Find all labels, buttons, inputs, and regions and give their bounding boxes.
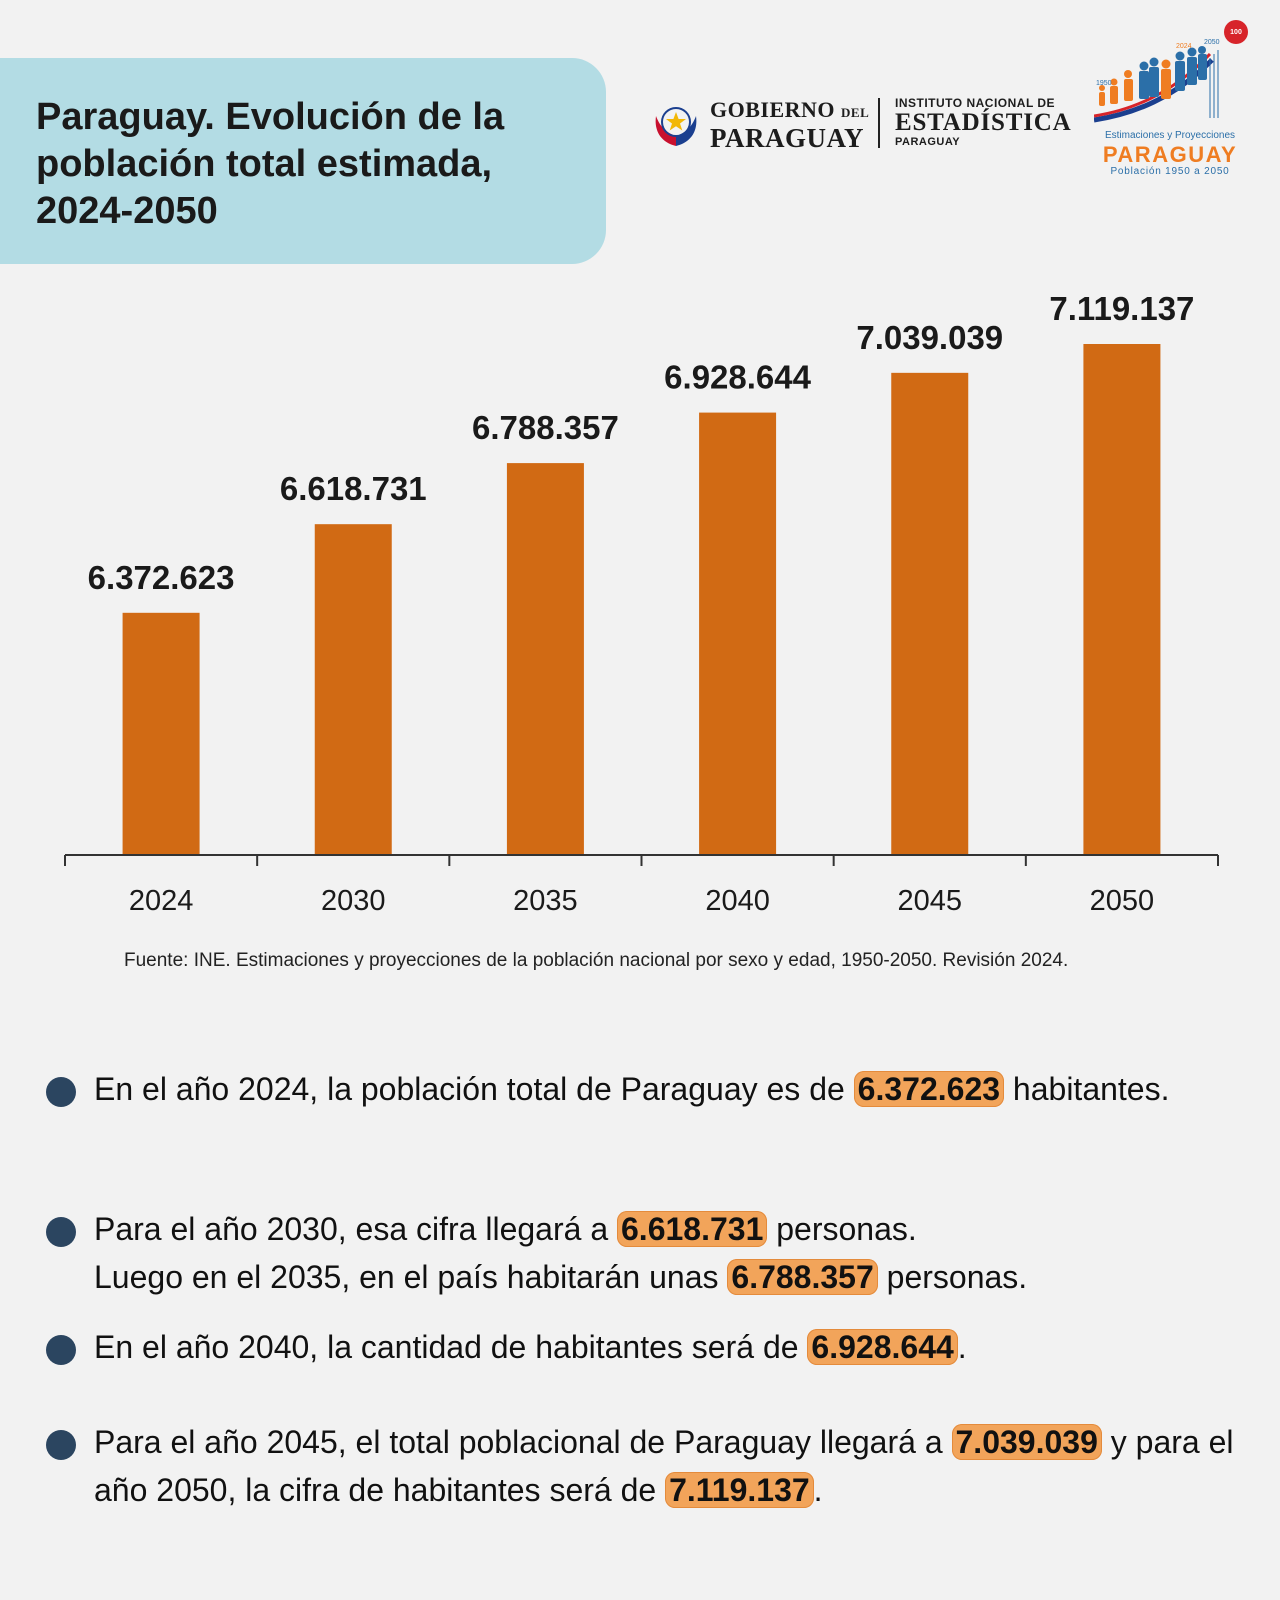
highlight-value: 6.618.731	[617, 1211, 768, 1247]
x-tick-label-2040: 2040	[705, 885, 770, 917]
data-label-2045: 7.039.039	[856, 319, 1003, 356]
bullet-text-post: personas.	[877, 1259, 1028, 1295]
government-wordmark: GOBIERNO DEL PARAGUAY	[710, 98, 869, 152]
data-label-2050: 7.119.137	[1049, 290, 1194, 327]
bullet-text-post: .	[813, 1472, 823, 1508]
bullet-text-line2: Luego en el 2035, en el país habitarán u…	[94, 1259, 728, 1295]
bullet-dot-icon	[46, 1077, 76, 1107]
bullet-dot-icon	[46, 1430, 76, 1460]
bar-2050	[1083, 344, 1161, 855]
bar-2045	[891, 372, 969, 855]
bullet-text-pre: En el año 2024, la población total de Pa…	[94, 1071, 854, 1107]
bar-2040	[699, 412, 777, 855]
title-panel: Paraguay. Evolución de la población tota…	[0, 58, 606, 264]
bar-chart-svg: 6.372.623 2024 6.618.731 2030 6.788.357 2035 6…	[64, 290, 1219, 917]
x-tick-label-2024: 2024	[129, 885, 194, 917]
proj-year-mid: 2024	[1176, 43, 1192, 50]
data-label-2024: 6.372.623	[88, 559, 235, 596]
bullet-text: Para el año 2030, esa cifra llegará a 6.…	[94, 1205, 1234, 1301]
data-label-2035: 6.788.357	[472, 409, 619, 446]
bullet-text-mid: personas.	[767, 1211, 917, 1247]
bullet-text-pre: Para el año 2030, esa cifra llegará a	[94, 1211, 617, 1247]
x-tick-label-2030: 2030	[321, 885, 386, 917]
proj-range: Población 1950 a 2050	[1110, 166, 1230, 177]
proj-year-end: 2050	[1204, 39, 1220, 46]
bar-2035	[506, 463, 584, 855]
data-label-2030: 6.618.731	[280, 470, 427, 507]
bullet-text-post: habitantes.	[1004, 1071, 1170, 1107]
gov-del: DEL	[841, 105, 870, 120]
bullet-text-pre: En el año 2040, la cantidad de habitante…	[94, 1329, 808, 1365]
data-label-2040: 6.928.644	[664, 359, 811, 396]
proj-year-start: 1950	[1096, 80, 1112, 87]
government-logo: GOBIERNO DEL PARAGUAY INSTITUTO NACIONAL…	[650, 96, 1071, 152]
x-tick-label-2035: 2035	[513, 885, 578, 917]
bullet-text: Para el año 2045, el total poblacional d…	[94, 1418, 1234, 1514]
highlight-value: 6.928.644	[807, 1329, 958, 1365]
bullet-text: En el año 2040, la cantidad de habitante…	[94, 1323, 1234, 1371]
bullet-text: En el año 2024, la población total de Pa…	[94, 1065, 1234, 1113]
ine-wordmark: INSTITUTO NACIONAL DE ESTADÍSTICA PARAGU…	[895, 96, 1071, 148]
highlight-value: 6.788.357	[727, 1259, 878, 1295]
highlight-value: 7.039.039	[951, 1424, 1102, 1460]
x-tick-label-2045: 2045	[897, 885, 962, 917]
gov-line1: GOBIERNO	[710, 97, 836, 122]
page-title: Paraguay. Evolución de la población tota…	[36, 96, 505, 232]
logo-divider	[878, 98, 880, 148]
population-bar-chart: 6.372.623 2024 6.618.731 2030 6.788.357 2035 6…	[0, 280, 1280, 920]
anniversary-badge: 100	[1230, 29, 1242, 36]
projections-logo: 100 1950 2024 2050 Estimaciones y Proyec…	[1094, 18, 1254, 184]
ine-line2: ESTADÍSTICA	[895, 109, 1072, 136]
bullet-text-pre: Para el año 2045, el total poblacional d…	[94, 1424, 952, 1460]
bullet-text-mid: y para el año 2050, la cifra de habitant…	[94, 1424, 1234, 1508]
proj-name: PARAGUAY	[1102, 142, 1238, 167]
bar-2030	[314, 524, 392, 855]
x-tick-label-2050: 2050	[1090, 885, 1155, 917]
source-note: Fuente: INE. Estimaciones y proyecciones…	[124, 950, 1069, 971]
population-figures-icon: 100 1950 2024 2050	[1094, 20, 1248, 123]
bullet-dot-icon	[46, 1217, 76, 1247]
gov-line2: PARAGUAY	[710, 123, 865, 153]
highlight-value: 6.372.623	[853, 1071, 1005, 1107]
proj-subtitle: Estimaciones y Proyecciones	[1104, 130, 1236, 141]
ine-line3: PARAGUAY	[895, 136, 961, 148]
bar-2024	[122, 612, 200, 855]
highlight-value: 7.119.137	[665, 1472, 814, 1508]
bullet-text-post: .	[957, 1329, 967, 1365]
national-seal-icon	[655, 107, 697, 146]
ine-line1: INSTITUTO NACIONAL DE	[895, 96, 1056, 110]
bullet-dot-icon	[46, 1335, 76, 1365]
